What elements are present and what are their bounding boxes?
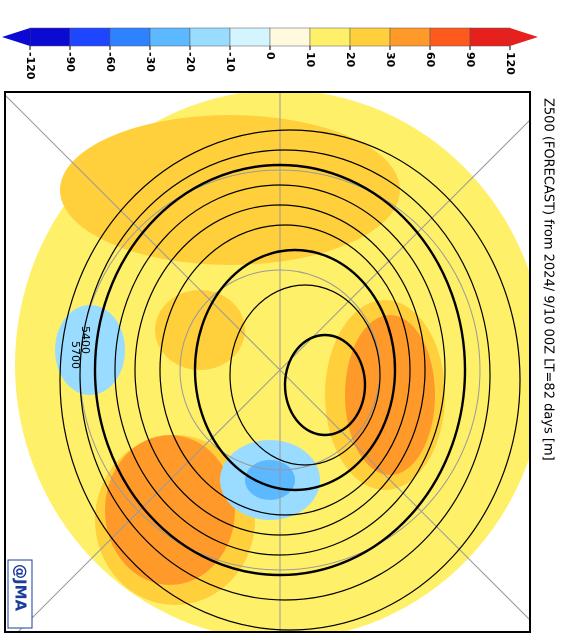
- contour-label: 5400: [79, 326, 92, 354]
- colorbar-tick-label: -90: [64, 52, 77, 72]
- colorbar-tick-label: 10: [304, 52, 317, 68]
- anomaly-positive: [345, 315, 435, 475]
- colorbar-segment: [149, 27, 191, 47]
- colorbar-segment: [309, 27, 351, 47]
- colorbar-tick-label: -10: [224, 52, 237, 72]
- graticule: [6, 93, 529, 631]
- anomaly-positive: [60, 115, 400, 265]
- colorbar-segment: [229, 27, 271, 47]
- colorbar-tick-label: -60: [104, 52, 117, 72]
- colorbar-segment: [469, 27, 511, 47]
- colorbar-tick-label: 30: [384, 52, 397, 68]
- colorbar-segment: [29, 27, 71, 47]
- height-contours: [59, 129, 521, 631]
- colorbar-tick-label: 20: [344, 52, 357, 68]
- colorbar-tick-label: 120: [504, 52, 517, 75]
- colorbar: -120 -90 -60 -30 -20 -10 0 10 20 30 60 90 120: [2, 27, 538, 80]
- map-field: [6, 93, 529, 631]
- credit: @JMA: [12, 564, 30, 612]
- colorbar-segment: [349, 27, 391, 47]
- colorbar-segment: [389, 27, 431, 47]
- anomaly-positive: [105, 435, 235, 585]
- colorbar-tick-label: 60: [424, 52, 437, 68]
- credit-box: [7, 559, 33, 629]
- colorbar-tick-label: -30: [144, 52, 157, 72]
- colorbar-end: [2, 28, 30, 46]
- colorbar-segment: [109, 27, 151, 47]
- colorbar-tick-label: 90: [464, 52, 477, 68]
- colorbar-tick-label: -120: [24, 52, 37, 80]
- colorbar-segment: [69, 27, 111, 47]
- contour-label: 5700: [69, 341, 82, 369]
- colorbar-segment: [269, 27, 311, 47]
- colorbar-tick-label: -20: [184, 52, 197, 72]
- colorbar-segment: [189, 27, 231, 47]
- colorbar-end: [510, 28, 538, 46]
- map-title: Z500 (FORECAST) from 2024/ 9/10 00Z LT=8…: [541, 98, 556, 461]
- colorbar-tick-label: 0: [264, 52, 277, 60]
- colorbar-segment: [429, 27, 471, 47]
- anomaly-negative: [55, 305, 125, 395]
